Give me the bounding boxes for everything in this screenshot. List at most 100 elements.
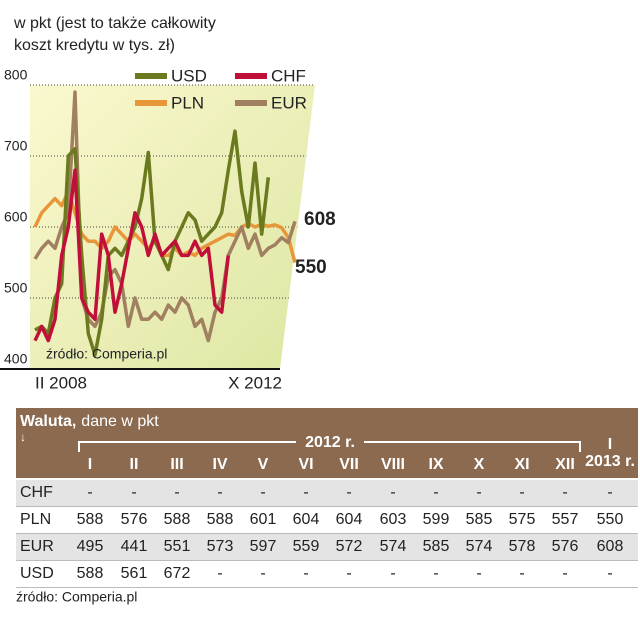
cell: 603 [380,511,407,528]
title: Waluta, [20,413,76,430]
column-header: VII [339,456,359,473]
cell: 588 [207,511,234,528]
subtitle-line: koszt kredytu w tys. zł) [14,37,175,54]
group-label-bg [296,433,364,451]
cell: 576 [552,538,579,555]
cell: 575 [509,511,536,528]
column-header: VIII [381,456,405,473]
cell: - [607,484,612,501]
column-header: XI [514,456,529,473]
y-tick-label: 800 [4,67,28,83]
cell: 574 [466,538,493,555]
cell: - [217,484,222,501]
source: źródło: Comperia.pl [46,346,167,362]
x-tick-label: X 2012 [228,373,282,392]
table-title: Waluta, dane w pkt [20,413,159,430]
cell: 574 [380,538,407,555]
cell: 672 [164,565,191,582]
y-tick-label: 500 [4,280,28,296]
cell: - [174,484,179,501]
column-header: II [130,456,139,473]
cell: 551 [164,538,191,555]
cell: 588 [77,511,104,528]
cell: - [390,565,395,582]
cell: - [346,484,351,501]
cell: - [217,565,222,582]
cell: 588 [164,511,191,528]
series-line [34,129,271,357]
cell: - [476,484,481,501]
cell: 608 [597,538,624,555]
legend-label: PLN [171,93,204,112]
cell: 573 [207,538,234,555]
x-tick-label: II 2008 [35,373,87,392]
cell: - [390,484,395,501]
y-tick-label: 400 [4,351,28,367]
subtitle-1: w pkt (jest to także całkowity koszt kred… [13,15,216,54]
cell: 559 [293,538,320,555]
column-header: I [88,456,92,473]
cell: - [346,565,351,582]
cell: 550 [597,511,624,528]
cell: 597 [250,538,277,555]
subtitle-line: w pkt (jest to także całkowity [13,15,216,32]
annotation: 550 [295,257,327,278]
cell: 576 [121,511,148,528]
cell: - [131,484,136,501]
legend-label: EUR [271,93,307,112]
column-header: IV [212,456,227,473]
row-label: USD [20,565,54,582]
cell: 585 [423,538,450,555]
cell: - [519,565,524,582]
cell: 604 [293,511,320,528]
column-header: I [608,436,612,453]
column-header: III [170,456,183,473]
column-header: X [474,456,485,473]
cell: 585 [466,511,493,528]
arrow-icon: ↓ [20,430,26,444]
row-label: PLN [20,511,51,528]
cell: - [562,565,567,582]
cell: 588 [77,565,104,582]
cell: 572 [336,538,363,555]
cell: 441 [121,538,148,555]
y-tick-label: 600 [4,209,28,225]
legend-label: CHF [271,66,306,85]
cell: 495 [77,538,104,555]
cell: - [519,484,524,501]
cell: 557 [552,511,579,528]
row-bg [16,480,638,506]
cell: - [303,484,308,501]
annotation: 608 [304,209,336,230]
cell: - [433,565,438,582]
cell: - [433,484,438,501]
cell: 561 [121,565,148,582]
y-tick-label: 700 [4,138,28,154]
cell: 601 [250,511,277,528]
row-label: EUR [20,538,54,555]
column-header: VI [298,456,313,473]
table-source: źródło: Comperia.pl [16,589,137,605]
group-label: 2012 r. [305,434,355,451]
row-bg [16,534,638,560]
cell: - [260,484,265,501]
cell: 578 [509,538,536,555]
column-header: IX [428,456,443,473]
cell: - [87,484,92,501]
legend-label: USD [171,66,207,85]
row-label: CHF [20,484,53,501]
cell: - [476,565,481,582]
cell: - [260,565,265,582]
cell: - [562,484,567,501]
series-line [33,168,231,343]
cell: 599 [423,511,450,528]
cell: - [303,565,308,582]
subtitle: dane w pkt [81,413,159,430]
cell: 604 [336,511,363,528]
column-header: V [258,456,269,473]
column-header: 2013 r. [585,453,635,470]
cell: - [607,565,612,582]
column-header: XII [555,456,575,473]
